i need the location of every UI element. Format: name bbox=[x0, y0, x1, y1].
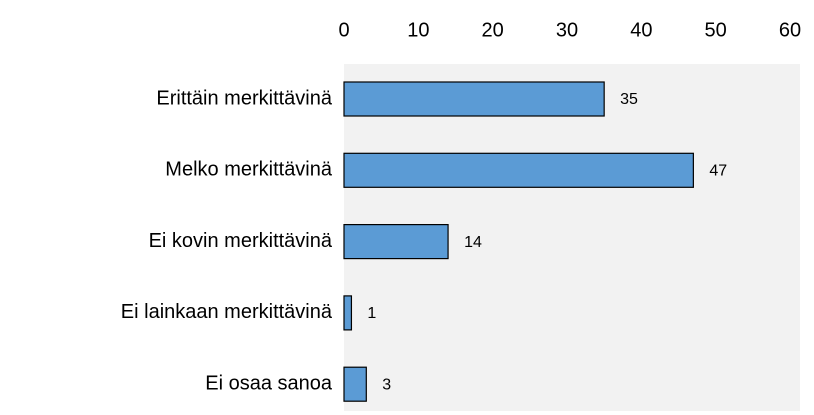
value-label: 47 bbox=[709, 163, 727, 180]
y-tick-label: Erittäin merkittävinä bbox=[156, 87, 332, 109]
x-tick-label: 30 bbox=[556, 19, 578, 41]
x-tick-label: 0 bbox=[338, 19, 349, 41]
y-tick-label: Ei osaa sanoa bbox=[205, 372, 333, 394]
x-tick-label: 20 bbox=[482, 19, 504, 41]
value-label: 3 bbox=[382, 376, 391, 393]
bar bbox=[343, 295, 353, 331]
y-tick-label: Ei lainkaan merkittävinä bbox=[121, 301, 333, 323]
value-label: 35 bbox=[620, 91, 638, 108]
value-label: 1 bbox=[367, 305, 376, 322]
x-tick-label: 60 bbox=[779, 19, 801, 41]
y-tick-label: Ei kovin merkittävinä bbox=[149, 230, 333, 252]
bar bbox=[343, 366, 367, 402]
y-tick-label: Melko merkittävinä bbox=[165, 159, 333, 181]
bar bbox=[343, 224, 449, 260]
x-tick-label: 10 bbox=[407, 19, 429, 41]
x-tick-label: 50 bbox=[705, 19, 727, 41]
bar bbox=[343, 152, 694, 188]
value-label: 14 bbox=[464, 234, 482, 251]
x-tick-label: 40 bbox=[630, 19, 652, 41]
bar bbox=[343, 81, 605, 117]
